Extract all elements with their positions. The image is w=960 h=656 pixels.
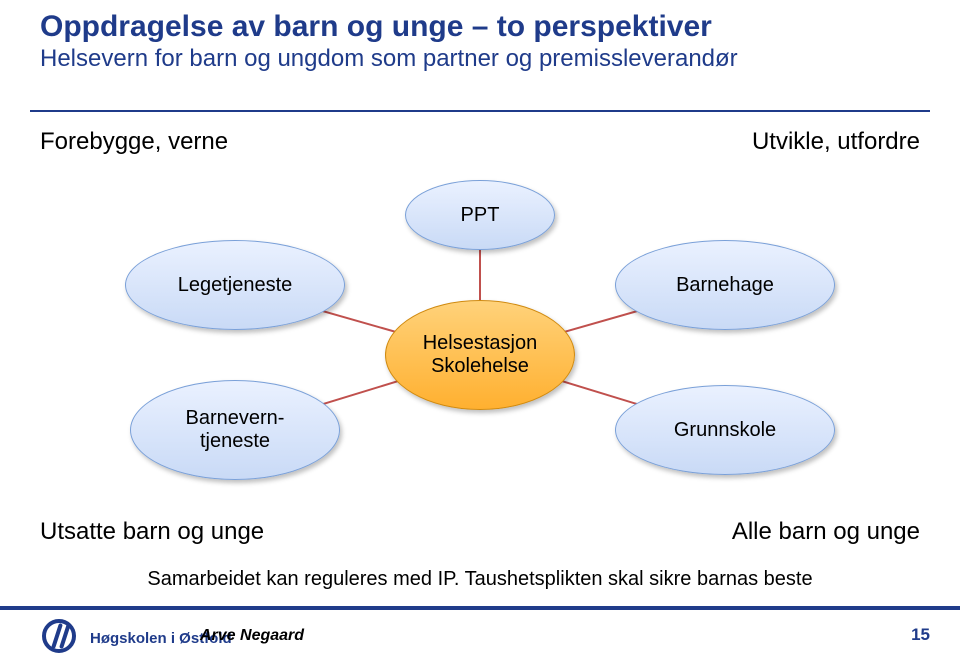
label-utvikle: Utvikle, utfordre [752,128,920,156]
footer-author: Arve Negaard [200,627,304,645]
logo-icon [42,619,76,653]
slide-title: Oppdragelse av barn og unge – to perspek… [40,10,920,45]
row-groups: Utsatte barn og unge Alle barn og unge [40,518,920,546]
title-divider [30,110,930,112]
label-forebygge: Forebygge, verne [40,128,228,156]
node-ppt: PPT [405,180,555,250]
title-block: Oppdragelse av barn og unge – to perspek… [40,10,920,73]
node-barnehage: Barnehage [615,240,835,330]
node-grunnskole: Grunnskole [615,385,835,475]
node-lege: Legetjeneste [125,240,345,330]
label-utsatte: Utsatte barn og unge [40,518,264,546]
diagram: PPT Legetjeneste Barnehage Barnevern- tjene… [0,175,960,505]
footnote: Samarbeidet kan reguleres med IP. Taushe… [0,568,960,591]
row-perspectives: Forebygge, verne Utvikle, utfordre [40,128,920,156]
page-number: 15 [911,625,930,645]
node-barnevern: Barnevern- tjeneste [130,380,340,480]
slide: Oppdragelse av barn og unge – to perspek… [0,0,960,656]
slide-subtitle: Helsevern for barn og ungdom som partner… [40,45,920,74]
footer: Høgskolen i Østfold Arve Negaard 15 [0,610,960,656]
node-center: Helsestasjon Skolehelse [385,300,575,410]
label-alle: Alle barn og unge [732,518,920,546]
